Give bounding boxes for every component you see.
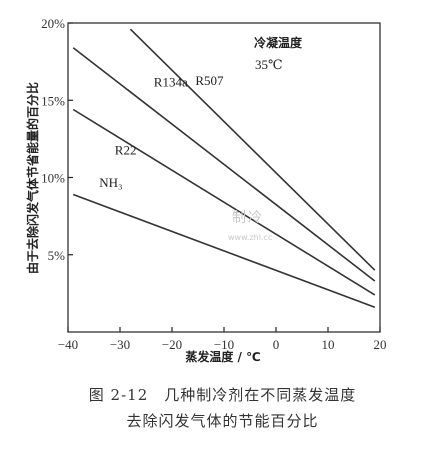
x-tick-label: 10: [322, 337, 335, 352]
figure-caption: 图 2-12 几种制冷剂在不同蒸发温度 去除闪发气体的节能百分比: [0, 382, 445, 434]
series-line-nh: [72, 193, 376, 309]
series-label-r22: R22: [115, 142, 137, 157]
series-line-r22: [72, 108, 376, 296]
y-tick-label: 15%: [41, 93, 65, 108]
series-labels: NH₃ R22 R134a R507: [99, 73, 224, 190]
series-label-r507: R507: [195, 73, 224, 88]
y-tick-label: 20%: [41, 16, 65, 31]
caption-line-1: 图 2-12 几种制冷剂在不同蒸发温度: [88, 386, 357, 404]
watermark-url: www.zhl.cc: [228, 233, 272, 242]
series-lines: [72, 28, 376, 309]
x-axis-label: 蒸发温度 / ℃: [185, 349, 260, 364]
y-axis-label: 由于去除闪发气体节省能量的百分比: [25, 82, 40, 274]
condensing-temp-label: 冷凝温度: [254, 35, 303, 50]
y-axis-ticks: 5% 10% 15% 20%: [41, 16, 73, 263]
x-axis-ticks: −40 −30 −20 −10 0 10 20: [58, 327, 387, 352]
condensing-temp-value: 35℃: [255, 57, 283, 72]
x-tick-label: −20: [162, 337, 182, 352]
x-tick-label: 20: [374, 337, 387, 352]
x-tick-label: 0: [273, 337, 280, 352]
watermark-logo: 制冷: [232, 210, 264, 226]
line-chart: 5% 10% 15% 20% −40 −30 −20 −10 0 10 20 NH₃ R22 R134…: [25, 16, 387, 364]
x-tick-label: −30: [110, 337, 130, 352]
x-tick-label: −40: [58, 337, 78, 352]
y-tick-label: 5%: [48, 248, 66, 263]
series-label-nh: NH₃: [99, 175, 122, 190]
series-label-r134a: R134a: [154, 74, 188, 89]
y-tick-label: 10%: [41, 171, 65, 186]
caption-line-2: 去除闪发气体的节能百分比: [126, 412, 319, 430]
series-line-r507: [129, 28, 376, 271]
x-tick-label: −10: [214, 337, 234, 352]
series-line-r134a: [72, 47, 376, 282]
